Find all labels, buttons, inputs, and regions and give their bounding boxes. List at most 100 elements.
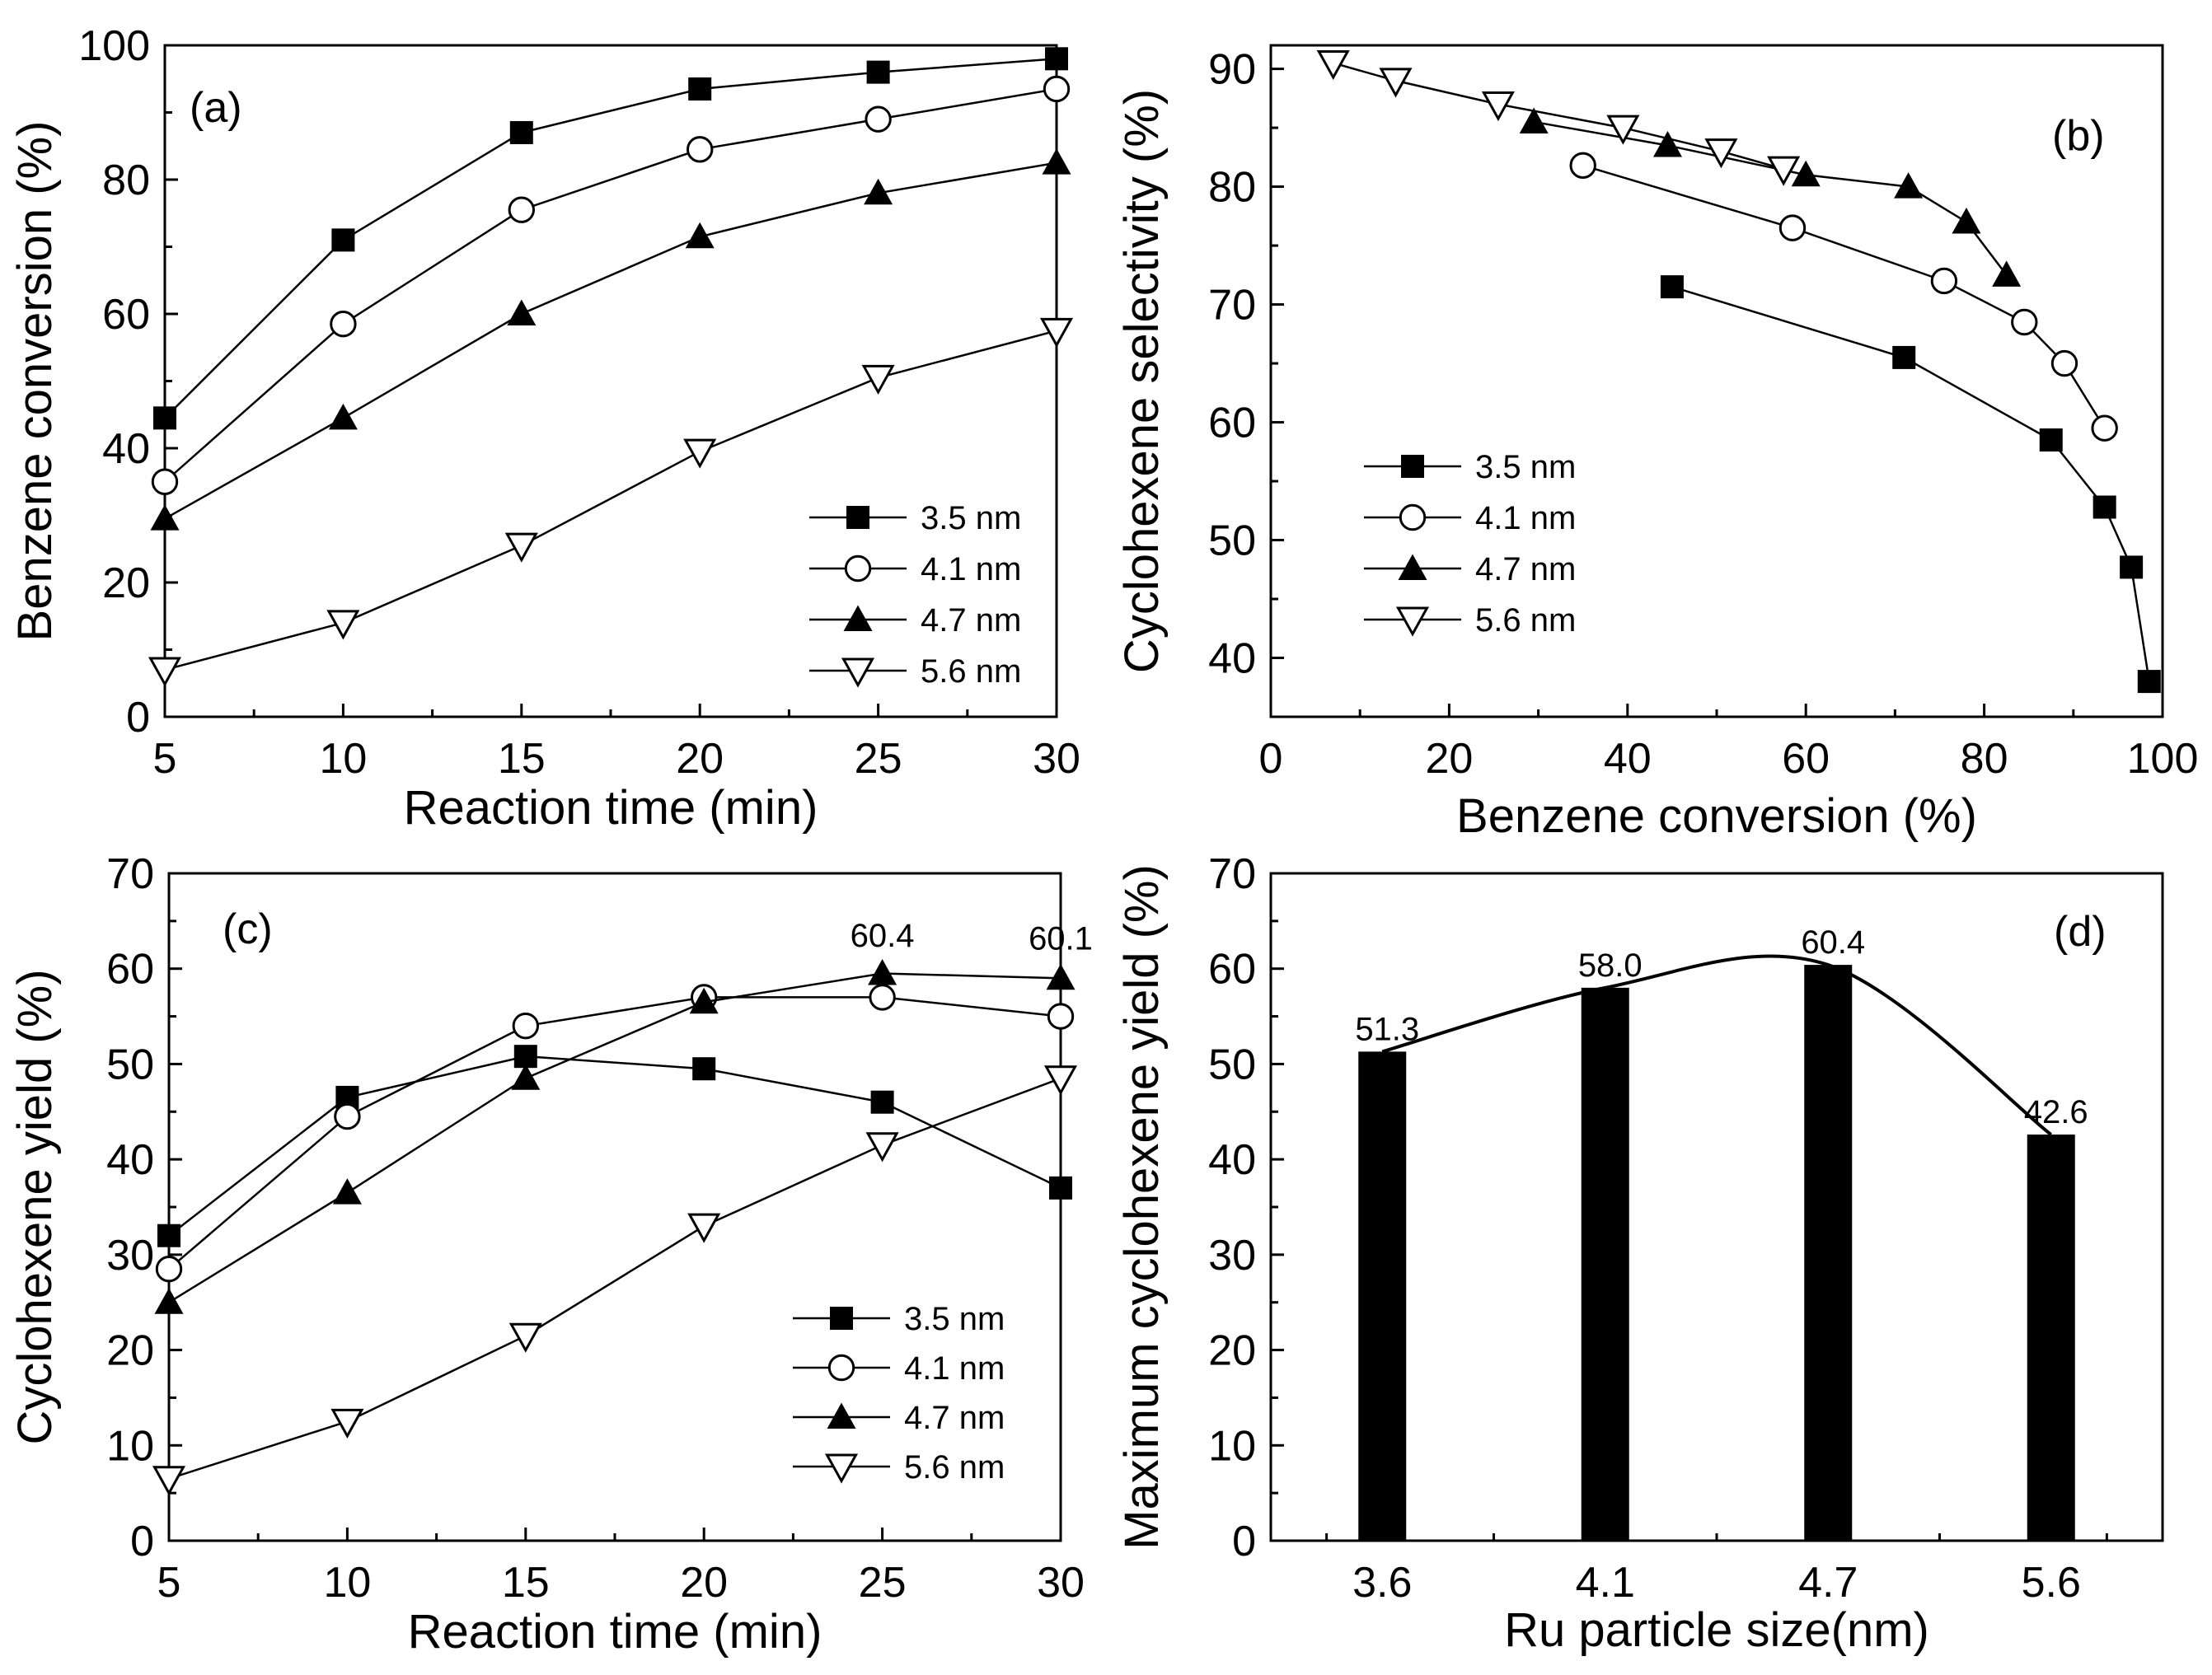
data-point (861, 364, 895, 395)
legend-marker (843, 605, 873, 631)
data-point (2120, 555, 2144, 579)
data-point (331, 228, 355, 252)
x-axis-title: Reaction time (min) (408, 1605, 822, 1659)
data-point (2091, 414, 2118, 442)
y-tick-label: 40 (1208, 1136, 1256, 1184)
y-tick-label: 80 (102, 157, 150, 204)
legend-entry: 3.5 nm (793, 1301, 1005, 1337)
legend-label: 3.5 nm (904, 1301, 1005, 1337)
y-tick-label: 20 (1208, 1327, 1256, 1375)
y-tick-label: 90 (1208, 46, 1256, 94)
series-4-1-nm (1569, 152, 2118, 442)
plot-frame (167, 872, 1062, 1542)
legend-entry: 4.7 nm (793, 1400, 1005, 1436)
bar (1358, 1051, 1407, 1541)
data-point (865, 1132, 899, 1163)
bar (1804, 965, 1853, 1541)
legend-marker (1401, 455, 1424, 478)
y-tick-label: 30 (1208, 1232, 1256, 1280)
bar-value-label: 42.6 (2024, 1094, 2088, 1130)
series-line (168, 1077, 1061, 1480)
data-point (1042, 148, 1071, 175)
data-point (688, 77, 712, 101)
data-point (1379, 68, 1413, 98)
y-tick-label: 30 (106, 1232, 154, 1280)
x-tick-label: 4.1 (1576, 1559, 1635, 1607)
x-tick-label: 10 (323, 1559, 371, 1607)
data-point (1767, 156, 1801, 186)
y-tick-label: 40 (1208, 635, 1256, 683)
data-point (1481, 91, 1515, 122)
series-line (164, 330, 1057, 671)
series-5-6-nm (1316, 49, 1801, 186)
y-axis-title: Cyclohexene selectivity (%) (1115, 89, 1169, 673)
data-point (154, 1288, 184, 1314)
x-tick-label: 5 (157, 1559, 181, 1607)
series-line (168, 1055, 1061, 1237)
series-line (164, 58, 1057, 419)
data-point (685, 222, 715, 249)
x-tick-label: 100 (2127, 735, 2199, 783)
series-4-7-nm (154, 959, 1076, 1314)
data-point (1791, 160, 1821, 187)
y-tick-label: 0 (126, 694, 150, 742)
data-point (512, 1012, 539, 1040)
legend-marker (827, 1402, 856, 1429)
data-point (870, 1090, 894, 1114)
x-axis-title: Ru particle size(nm) (1504, 1603, 1929, 1657)
panel-label: (d) (2054, 908, 2107, 956)
data-point (687, 136, 714, 163)
x-tick-label: 5.6 (2022, 1559, 2081, 1607)
data-point (1046, 963, 1076, 990)
legend-label: 4.1 nm (1475, 500, 1576, 536)
y-tick-label: 70 (1208, 850, 1256, 898)
x-tick-label: 10 (319, 735, 367, 783)
y-tick-label: 0 (130, 1518, 154, 1565)
panel-label: (a) (190, 84, 242, 132)
data-point (683, 438, 717, 469)
y-axis-title: Benzene conversion (%) (8, 121, 62, 642)
legend-entry: 4.1 nm (809, 551, 1021, 587)
legend-marker (830, 1307, 853, 1330)
x-tick-label: 15 (498, 735, 546, 783)
data-point (150, 504, 180, 531)
legend-entry: 4.1 nm (1364, 500, 1576, 536)
legend-marker (1398, 554, 1427, 580)
series-3-5-nm (1660, 275, 2161, 694)
data-point (1660, 275, 1684, 299)
legend-entry: 5.6 nm (809, 653, 1021, 690)
data-point (864, 178, 893, 205)
panel-b: 40 50 60 70 80 90 0 20 40 60 80 100 Benzene conversi… (1115, 44, 2199, 843)
data-point (1894, 172, 1924, 199)
y-tick-label: 100 (78, 22, 150, 70)
y-tick-label: 60 (106, 946, 154, 994)
data-annotation: 60.1 (1029, 921, 1093, 957)
x-tick-label: 15 (502, 1559, 550, 1607)
series-line (164, 87, 1057, 483)
bar-value-label: 51.3 (1355, 1011, 1419, 1047)
series-5-6-nm (148, 317, 1074, 687)
y-tick-label: 40 (102, 425, 150, 473)
panel-d: 0 10 20 30 40 50 60 70 Ru particle size(nm) Maxim… (1115, 850, 2164, 1657)
panel-a: 0 20 40 60 80 100 5 10 15 20 25 30 Reaction time (mi… (8, 22, 1080, 835)
y-tick-label: 50 (1208, 517, 1256, 565)
data-point (1316, 49, 1350, 81)
data-point (1652, 131, 1682, 157)
bar-value-label: 60.4 (1801, 924, 1865, 961)
data-point (1569, 152, 1596, 180)
series-line (168, 996, 1061, 1270)
x-axis-title: Benzene conversion (%) (1456, 789, 1977, 843)
x-tick-label: 4.7 (1798, 1559, 1858, 1607)
y-axis-title: Maximum cyclohexene yield (%) (1115, 864, 1169, 1550)
legend: 3.5 nm 4.1 nm 4.7 nm 5.6 nm (809, 500, 1021, 690)
x-tick-label: 20 (1425, 735, 1473, 783)
data-point (2050, 349, 2078, 377)
legend-label: 4.1 nm (921, 551, 1021, 587)
series-line (1533, 120, 2008, 276)
data-point (330, 311, 357, 338)
x-tick-label: 25 (859, 1559, 907, 1607)
data-point (1043, 75, 1071, 103)
bar (2027, 1135, 2075, 1541)
data-point (2092, 495, 2116, 519)
